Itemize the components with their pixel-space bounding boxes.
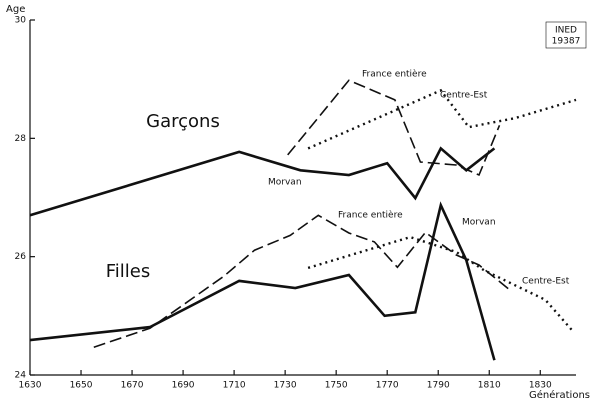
x-tick-label: 1690 [172, 381, 195, 391]
y-tick-label: 26 [15, 252, 27, 262]
series-label: France entière [362, 69, 427, 80]
group-label: Filles [106, 261, 151, 282]
x-tick-label: 1650 [70, 381, 93, 391]
series-line [307, 88, 577, 150]
series-line [29, 146, 496, 217]
series-label: Centre-Est [522, 277, 570, 287]
x-tick-label: 1770 [376, 381, 399, 391]
series-label: France entière [338, 210, 403, 221]
x-tick-label: 1790 [427, 381, 450, 391]
series-label: Morvan [268, 178, 302, 188]
logo-frame [545, 21, 587, 49]
x-tick-label: 1830 [529, 381, 552, 391]
series-label: Centre-Est [440, 91, 488, 101]
x-axis-label: Générations [529, 389, 590, 401]
x-tick-label: 1810 [478, 381, 501, 391]
x-tick-label: 1750 [325, 381, 348, 391]
y-tick-label: 24 [15, 371, 27, 381]
y-tick-label: 28 [15, 134, 27, 144]
x-tick-label: 1710 [223, 381, 246, 391]
series-line [287, 79, 501, 177]
x-tick-label: 1630 [19, 381, 42, 391]
x-tick-label: 1730 [274, 381, 297, 391]
series-line [29, 201, 496, 361]
series-label: Morvan [462, 218, 496, 228]
x-tick-label: 1670 [121, 381, 144, 391]
group-label: Garçons [146, 111, 220, 132]
y-tick-label: 30 [15, 16, 27, 26]
y-axis-label: Age [6, 4, 25, 15]
series-line [93, 214, 511, 348]
logo-number: 19387 [552, 37, 581, 47]
logo-text: INED [555, 26, 577, 36]
